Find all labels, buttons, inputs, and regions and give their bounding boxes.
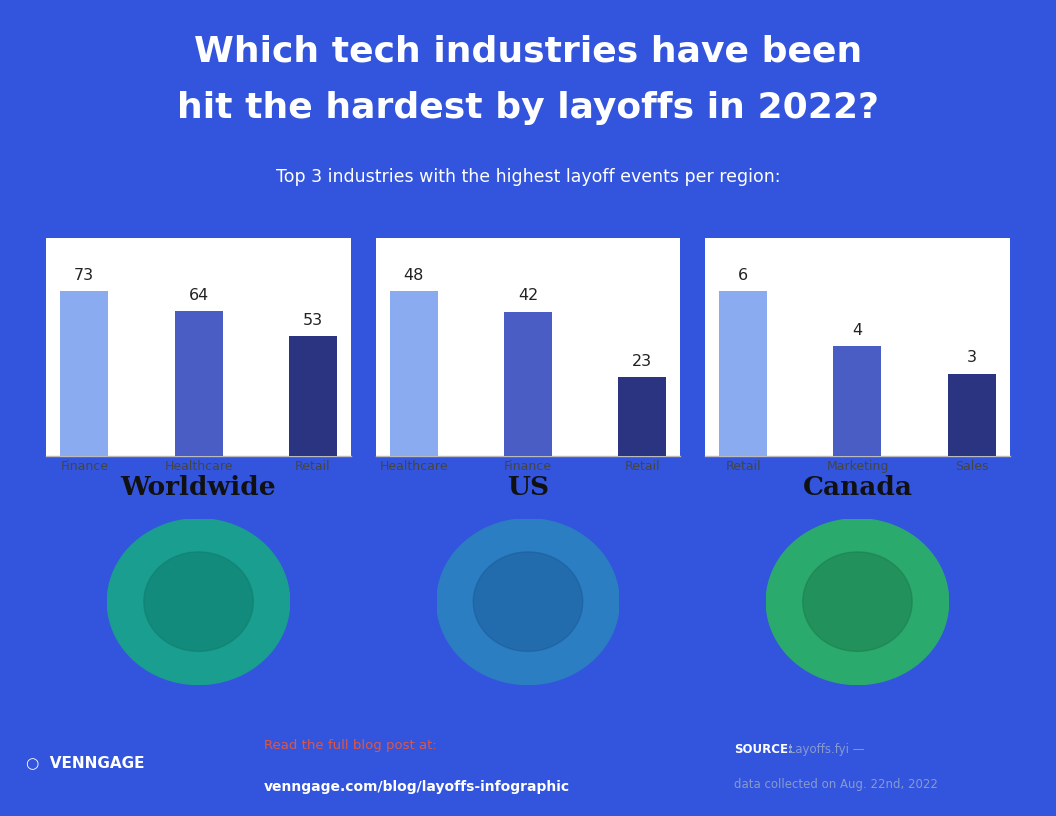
Text: 23: 23 [633, 354, 653, 369]
Polygon shape [473, 552, 583, 651]
Bar [288, 336, 337, 456]
Text: venngage.com/blog/layoffs-infographic: venngage.com/blog/layoffs-infographic [264, 779, 570, 794]
Text: Top 3 industries with the highest layoff events per region:: Top 3 industries with the highest layoff… [276, 167, 780, 186]
Text: ○  VENNGAGE: ○ VENNGAGE [26, 755, 145, 769]
Polygon shape [144, 552, 253, 651]
Text: hit the hardest by layoffs in 2022?: hit the hardest by layoffs in 2022? [177, 91, 879, 125]
Polygon shape [767, 519, 948, 685]
Text: 64: 64 [188, 288, 209, 303]
Bar [719, 291, 768, 456]
Text: 3: 3 [966, 350, 977, 366]
Text: Canada: Canada [803, 475, 912, 500]
Text: Layoffs.fyi —: Layoffs.fyi — [785, 743, 864, 756]
Bar [390, 291, 438, 456]
Text: SOURCE:: SOURCE: [734, 743, 793, 756]
Bar [618, 377, 666, 456]
Bar [60, 291, 109, 456]
Text: Which tech industries have been: Which tech industries have been [194, 35, 862, 69]
Text: Worldwide: Worldwide [120, 475, 277, 500]
Bar [833, 346, 882, 456]
Polygon shape [108, 519, 289, 685]
Polygon shape [437, 519, 619, 685]
Text: 73: 73 [74, 268, 94, 282]
Text: 6: 6 [738, 268, 749, 282]
Text: 53: 53 [303, 313, 323, 328]
Text: 4: 4 [852, 323, 863, 338]
Bar [504, 312, 552, 456]
Text: US: US [507, 475, 549, 500]
Bar [174, 312, 223, 456]
Text: data collected on Aug. 22nd, 2022: data collected on Aug. 22nd, 2022 [734, 778, 938, 792]
Bar [947, 374, 996, 456]
Text: Read the full blog post at:: Read the full blog post at: [264, 739, 437, 752]
Text: 48: 48 [403, 268, 423, 282]
Polygon shape [803, 552, 912, 651]
Text: 42: 42 [517, 288, 539, 304]
